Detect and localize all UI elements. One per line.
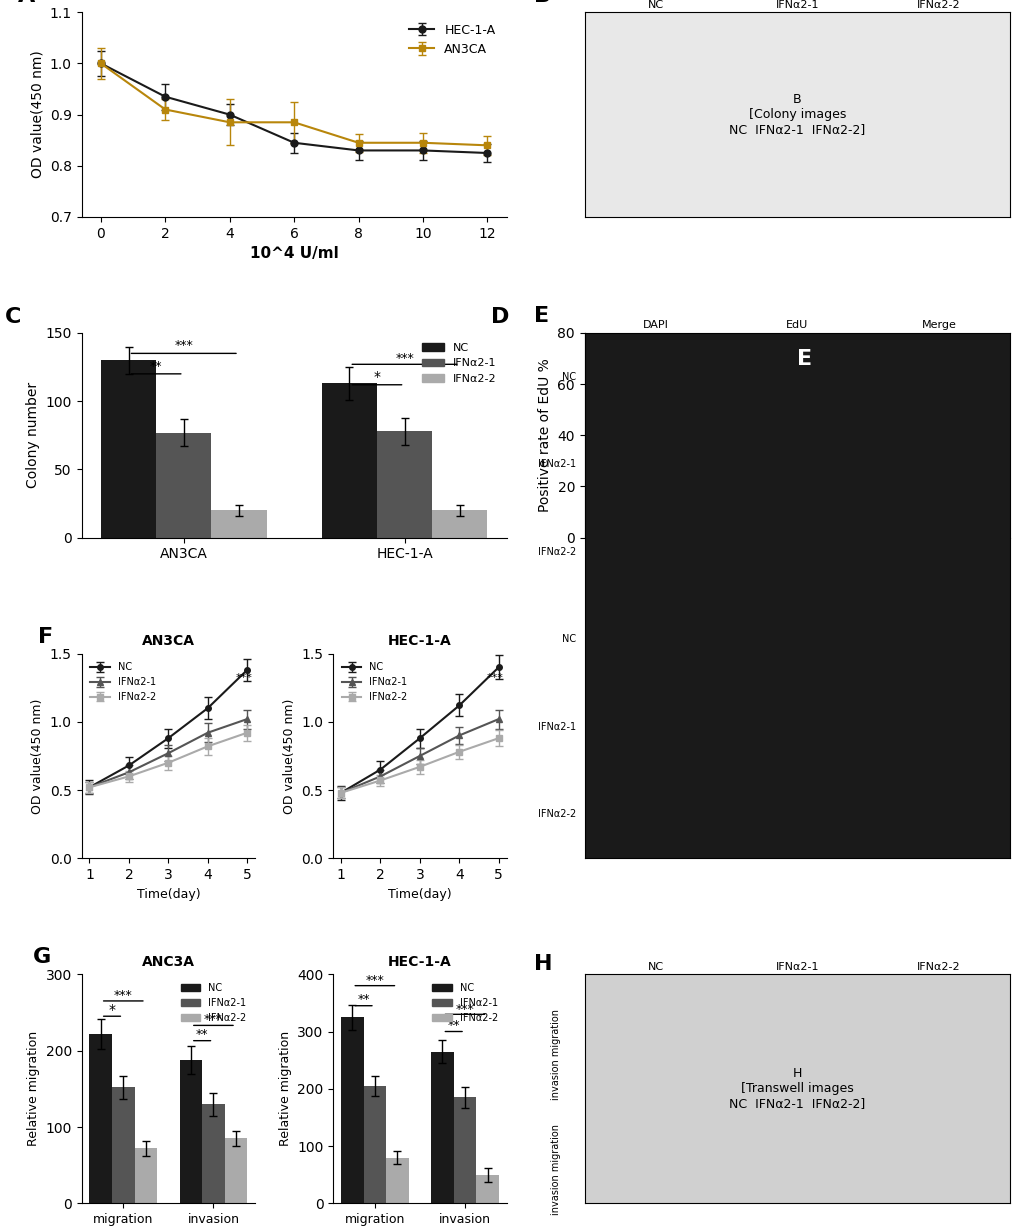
Text: HEC-1-A: HEC-1-A [1017,142,1019,189]
Bar [431,1051,453,1203]
Text: D: D [491,307,510,327]
Text: AH3CA: AH3CA [1017,445,1019,484]
Y-axis label: OD value(450 nm): OD value(450 nm) [32,699,44,814]
Y-axis label: OD value(450 nm): OD value(450 nm) [31,50,44,178]
Text: invasion migration: invasion migration [550,1009,560,1100]
Text: NC: NC [561,635,576,645]
Text: **: ** [447,1019,460,1032]
Text: H: H [533,954,551,974]
Text: Merge: Merge [920,319,956,329]
Title: ANC3A: ANC3A [142,955,195,969]
Bar [179,1060,202,1203]
Legend: NC, IFNα2-1, IFNα2-2: NC, IFNα2-1, IFNα2-2 [428,979,501,1027]
X-axis label: Time(day): Time(day) [137,888,200,900]
Legend: NC, IFNα2-1, IFNα2-2: NC, IFNα2-1, IFNα2-2 [337,658,411,706]
Bar [135,1148,157,1203]
Text: IFNα2-2: IFNα2-2 [916,0,960,10]
Text: B: B [533,0,550,6]
Text: H
[Transwell images
NC  IFNα2-1  IFNα2-2]: H [Transwell images NC IFNα2-1 IFNα2-2] [729,1067,864,1110]
Text: ***: *** [174,339,193,352]
Text: *: * [875,376,882,389]
Bar [90,1034,112,1203]
Y-axis label: Colony number: Colony number [25,382,40,489]
Text: IFNα2-2: IFNα2-2 [537,546,576,556]
Text: ***: *** [204,1013,222,1027]
Bar [713,510,769,538]
Bar [476,1175,498,1203]
Title: HEC-1-A: HEC-1-A [387,955,451,969]
Text: ***: *** [365,974,384,987]
Bar [879,446,934,538]
Y-axis label: Relative migration: Relative migration [26,1032,40,1147]
Bar [156,432,211,538]
Text: invasion migration: invasion migration [550,1124,560,1214]
Text: E: E [797,349,811,368]
Bar [432,511,487,538]
Legend: NC, IFNα2-1, IFNα2-2: NC, IFNα2-1, IFNα2-2 [177,979,250,1027]
Legend: HEC-1-A, AN3CA: HEC-1-A, AN3CA [404,18,500,60]
Text: *: * [108,1003,115,1017]
Text: A: A [17,0,35,6]
Text: ***: *** [677,344,696,356]
Text: F: F [38,628,53,647]
Text: *: * [373,370,380,383]
Text: **: ** [357,993,370,1006]
Bar [377,431,432,538]
Bar [224,1138,247,1203]
Text: IFNα2-1: IFNα2-1 [538,722,576,732]
Bar [321,383,377,538]
Text: IFNα2-2: IFNα2-2 [537,809,576,819]
Text: B
[Colony images
NC  IFNα2-1  IFNα2-2]: B [Colony images NC IFNα2-1 IFNα2-2] [729,93,864,136]
X-axis label: 10^4 U/ml: 10^4 U/ml [250,247,338,262]
X-axis label: Time(day): Time(day) [387,888,451,900]
Text: IFNα2-1: IFNα2-1 [774,0,818,10]
Bar [453,1098,476,1203]
Text: IFNα2-2: IFNα2-2 [916,962,960,971]
Bar [386,1158,409,1203]
Bar [824,384,879,538]
Text: HEC-1-A: HEC-1-A [1017,704,1019,749]
Text: AH3CA: AH3CA [1017,1012,1019,1051]
Text: ***: *** [114,989,132,1002]
Bar [658,472,713,538]
Y-axis label: OD value(450 nm): OD value(450 nm) [282,699,296,814]
Text: AH3CA: AH3CA [1017,44,1019,82]
Bar [112,1087,135,1203]
Text: NC: NC [647,0,663,10]
Legend: NC, IFNα2-1, IFNα2-2: NC, IFNα2-1, IFNα2-2 [87,658,160,706]
Text: E: E [533,307,548,327]
Text: IFNα2-1: IFNα2-1 [774,962,818,971]
Text: ***: *** [455,1002,474,1016]
Y-axis label: Positive rate of EdU %: Positive rate of EdU % [537,359,551,512]
Text: DAPI: DAPI [642,319,667,329]
Title: HEC-1-A: HEC-1-A [387,634,451,648]
Text: **: ** [652,377,664,389]
Bar [363,1086,386,1203]
Bar [934,491,989,538]
Text: IFNα2-1: IFNα2-1 [538,459,576,469]
Text: NC: NC [647,962,663,971]
Text: G: G [33,947,51,966]
Bar [202,1104,224,1203]
Bar [101,360,156,538]
Text: HEC-1-A: HEC-1-A [1017,1124,1019,1169]
Legend: NC, IFNα2-1, IFNα2-2: NC, IFNα2-1, IFNα2-2 [417,339,500,388]
Bar [340,1017,363,1203]
Text: ***: *** [394,351,414,365]
Bar [603,415,658,538]
Bar [211,511,266,538]
Legend: NC, IFNα2-1, IFNα2-2: NC, IFNα2-1, IFNα2-2 [920,339,1004,388]
Text: **: ** [196,1028,208,1041]
Text: NC: NC [561,372,576,382]
Text: ***: *** [486,673,503,683]
Text: C: C [5,307,21,327]
Y-axis label: Relative migration: Relative migration [278,1032,291,1147]
Text: EdU: EdU [786,319,808,329]
Text: **: ** [150,360,162,373]
Text: ***: *** [898,344,916,356]
Text: ***: *** [235,673,252,683]
Title: AN3CA: AN3CA [142,634,195,648]
